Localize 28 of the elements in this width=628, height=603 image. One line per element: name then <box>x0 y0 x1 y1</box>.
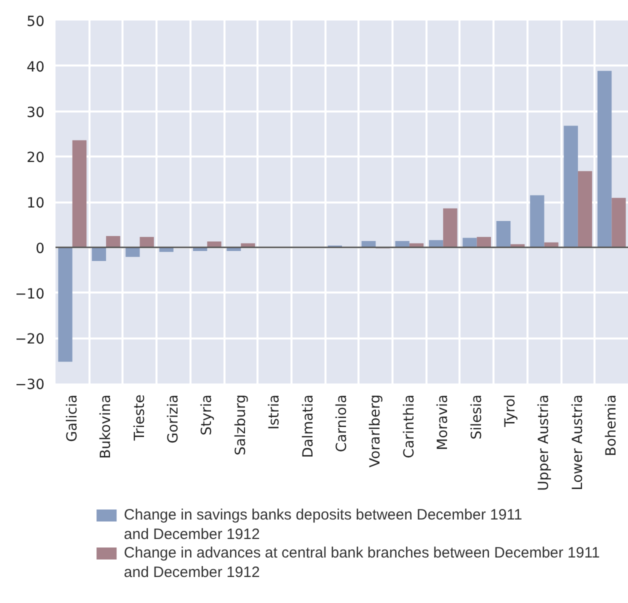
y-tick-label: −20 <box>14 332 44 348</box>
y-tick-label: 50 <box>26 14 45 30</box>
x-tick-label: Styria <box>199 394 216 436</box>
x-tick-label: Carinthia <box>401 394 418 458</box>
x-tick-label: Trieste <box>132 394 148 442</box>
x-tick-label: Bohemia <box>604 394 620 456</box>
y-tick-label: 40 <box>26 59 45 76</box>
x-tick-label: Bukovina <box>98 394 114 459</box>
x-tick-label: Dalmatia <box>300 394 316 458</box>
x-tick-label: Salzburg <box>232 394 249 456</box>
y-tick-label: 0 <box>36 240 45 257</box>
x-tick-label: Galicia <box>64 394 80 442</box>
x-tick-label: Tyrol <box>502 394 519 428</box>
x-tick-label: Istria <box>266 394 283 430</box>
x-tick-label: Moravia <box>435 394 452 450</box>
x-tick-label: Gorizia <box>165 394 182 444</box>
x-tick-label: Silesia <box>468 394 485 440</box>
y-tick-label: −30 <box>14 377 44 393</box>
legend-label: Change in advances at central bank branches between December 1911 and December 1912 <box>124 544 600 582</box>
y-tick-label: 30 <box>26 104 45 121</box>
y-tick-label: 20 <box>26 150 45 166</box>
x-tick-label: Lower Austria <box>570 394 586 490</box>
x-tick-label: Upper Austria <box>536 394 552 491</box>
y-tick-label: −10 <box>14 286 44 302</box>
y-tick-label: 10 <box>26 196 45 212</box>
x-tick-label: Carniola <box>334 394 350 452</box>
x-tick-label: Vorarlberg <box>368 394 384 468</box>
legend-label: Change in savings banks deposits between December 1911 and December 1912 <box>124 506 522 544</box>
